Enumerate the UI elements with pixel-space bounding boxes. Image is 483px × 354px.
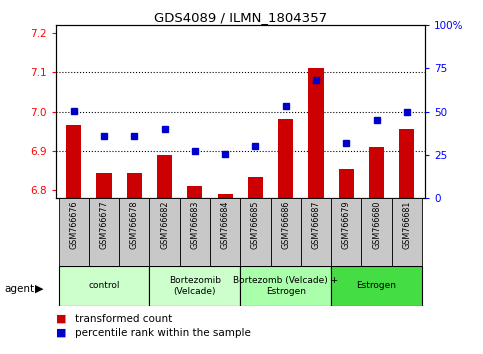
Text: GSM766686: GSM766686 [281, 200, 290, 249]
Text: ■: ■ [56, 314, 66, 324]
Bar [241, 198, 270, 266]
Bar [369, 147, 384, 198]
Bar [149, 198, 180, 266]
Bar [301, 198, 331, 266]
Text: Estrogen: Estrogen [356, 281, 397, 290]
Text: GSM766681: GSM766681 [402, 200, 412, 249]
Bar [210, 198, 241, 266]
Text: GSM766677: GSM766677 [99, 200, 109, 249]
Text: control: control [88, 281, 120, 290]
Bar [97, 173, 112, 198]
Bar [89, 198, 119, 266]
Bar [187, 187, 202, 198]
Text: percentile rank within the sample: percentile rank within the sample [75, 328, 251, 338]
Text: GSM766676: GSM766676 [69, 200, 78, 249]
Bar [119, 198, 149, 266]
Bar [66, 125, 81, 198]
Bar [157, 155, 172, 198]
Text: transformed count: transformed count [75, 314, 172, 324]
Bar [339, 169, 354, 198]
Title: GDS4089 / ILMN_1804357: GDS4089 / ILMN_1804357 [154, 11, 327, 24]
Bar [127, 173, 142, 198]
Text: ■: ■ [56, 328, 66, 338]
Text: GSM766682: GSM766682 [160, 200, 169, 249]
Bar [331, 198, 361, 266]
Text: Bortezomb (Velcade) +
Estrogen: Bortezomb (Velcade) + Estrogen [233, 276, 338, 296]
Text: agent: agent [5, 284, 35, 293]
Bar [309, 68, 324, 198]
Bar [248, 177, 263, 198]
Bar [58, 198, 89, 266]
Text: GSM766683: GSM766683 [190, 200, 199, 249]
Text: GSM766680: GSM766680 [372, 200, 381, 249]
Text: GSM766684: GSM766684 [221, 200, 229, 249]
Text: GSM766685: GSM766685 [251, 200, 260, 249]
Text: GSM766687: GSM766687 [312, 200, 321, 249]
Text: GSM766679: GSM766679 [342, 200, 351, 249]
Bar [217, 194, 233, 198]
Bar [392, 198, 422, 266]
Bar [180, 198, 210, 266]
Bar [361, 198, 392, 266]
Bar [58, 266, 149, 306]
Bar [278, 119, 293, 198]
Bar [270, 198, 301, 266]
Text: ▶: ▶ [35, 284, 43, 293]
Text: Bortezomib
(Velcade): Bortezomib (Velcade) [169, 276, 221, 296]
Bar [149, 266, 241, 306]
Text: GSM766678: GSM766678 [130, 200, 139, 249]
Bar [241, 266, 331, 306]
Bar [399, 129, 414, 198]
Bar [331, 266, 422, 306]
